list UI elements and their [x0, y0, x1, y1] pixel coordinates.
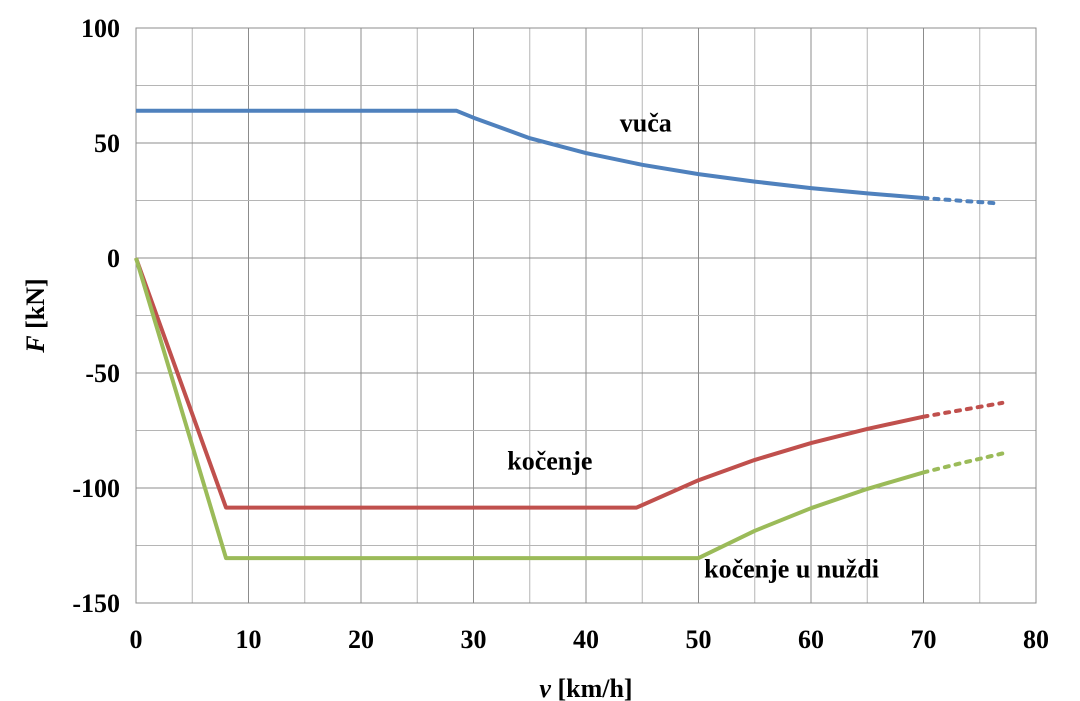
curve-labels: vuča kočenje kočenje u nuždi [507, 109, 879, 584]
x-tick-label: 70 [911, 625, 937, 654]
curve-label: kočenje [507, 447, 592, 476]
x-tick-label: 30 [461, 625, 487, 654]
x-axis-title: v [km/h] [539, 674, 632, 701]
y-axis-title: F [kN] [21, 278, 50, 353]
tick-labels: 0 10 20 30 40 50 60 70 80 -150 -100 -50 0 50 100 [72, 14, 1049, 654]
series-line-3 [134, 257, 925, 561]
x-axis-symbol: v [539, 674, 551, 701]
x-tick-label: 60 [798, 625, 824, 654]
x-tick-label: 80 [1023, 625, 1049, 654]
plot-border [135, 27, 1037, 604]
y-tick-label: -150 [72, 589, 120, 618]
curve-label: kočenje u nuždi [704, 555, 879, 584]
y-tick-label: 0 [107, 244, 120, 273]
y-tick-label: 100 [81, 14, 120, 43]
x-axis-unit-text: [km/h] [557, 674, 632, 701]
x-tick-label: 50 [686, 625, 712, 654]
series-line-2 [134, 257, 924, 510]
series-extrapolation-1 [921, 196, 999, 206]
series-extrapolation-2 [921, 400, 1005, 419]
x-tick-label: 40 [573, 625, 599, 654]
x-tick-label: 20 [348, 625, 374, 654]
series-extrapolation-3 [921, 451, 1005, 475]
series-line-1 [136, 108, 924, 200]
x-tick-label: 10 [236, 625, 262, 654]
y-axis-unit-text: [kN] [21, 278, 50, 329]
y-axis-symbol: F [21, 335, 50, 353]
y-tick-label: -50 [85, 359, 120, 388]
y-tick-label: 50 [94, 129, 120, 158]
y-tick-label: -100 [72, 474, 120, 503]
series-lines [134, 108, 1005, 561]
grid [135, 27, 1037, 604]
x-tick-label: 0 [130, 625, 143, 654]
curve-label: vuča [620, 109, 672, 138]
